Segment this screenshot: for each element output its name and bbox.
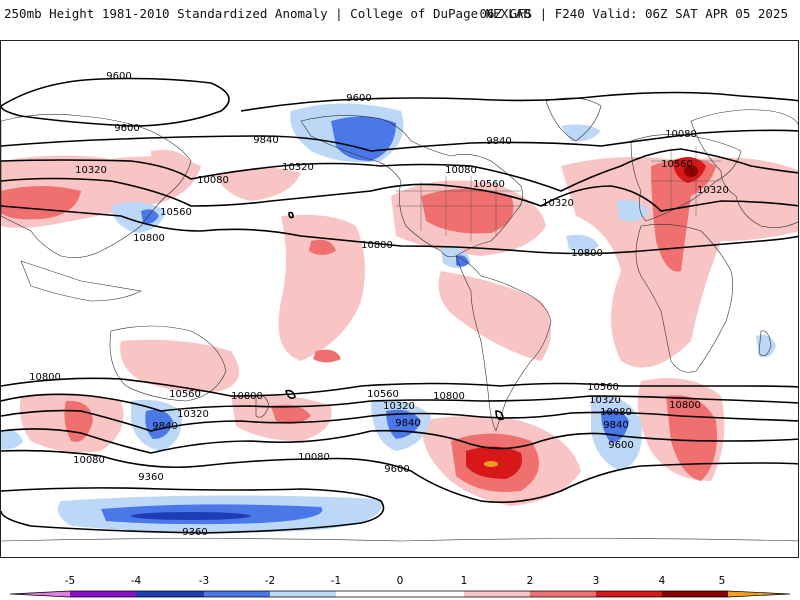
contour-label: 10320 <box>75 165 107 176</box>
colorbar-segment-neg2 <box>204 591 270 597</box>
height-contours <box>1 77 798 534</box>
map-panel: 9600 9600 9600 9840 9840 10080 10320 100… <box>0 40 799 558</box>
colorbar: -5 -4 -3 -2 -1 0 1 2 3 4 5 <box>9 575 791 598</box>
colorbar-segment-pos3 <box>596 591 662 597</box>
contour-label: 10800 <box>29 372 61 383</box>
coastlines <box>1 97 798 542</box>
contour-label: 10800 <box>433 391 465 402</box>
colorbar-segment-neg4 <box>70 591 136 597</box>
contour-label: 9840 <box>486 136 511 147</box>
colorbar-tick-label: -1 <box>331 575 341 587</box>
contour-label: 9600 <box>114 123 139 134</box>
contour-label: 10800 <box>669 400 701 411</box>
contour-label: 9840 <box>253 135 278 146</box>
contour-label: 10800 <box>361 240 393 251</box>
contour-label: 10560 <box>160 207 192 218</box>
contour-label: 10560 <box>661 159 693 170</box>
contour-label: 10080 <box>600 407 632 418</box>
contour-label: 10560 <box>587 382 619 393</box>
contour-label: 9360 <box>138 472 163 483</box>
contour-label: 10800 <box>571 248 603 259</box>
colorbar-tick-label: 0 <box>397 575 404 587</box>
contour-label: 9840 <box>395 418 420 429</box>
colorbar-tick-label: 4 <box>659 575 666 587</box>
contour-label: 10320 <box>589 395 621 406</box>
contour-label: 10320 <box>282 162 314 173</box>
contour-label: 9600 <box>106 71 131 82</box>
contour-label: 10320 <box>542 198 574 209</box>
colorbar-tick-label: 2 <box>527 575 534 587</box>
colorbar-tick-label: -2 <box>265 575 275 587</box>
colorbar-tick-label: 3 <box>593 575 600 587</box>
contour-label: 9600 <box>384 464 409 475</box>
colorbar-segments <box>9 590 791 598</box>
contour-label: 10800 <box>231 391 263 402</box>
colorbar-segment-neg1 <box>270 591 336 597</box>
contour-label: 10800 <box>133 233 165 244</box>
contour-label: 10080 <box>298 452 330 463</box>
contour-label: 9360 <box>182 527 207 538</box>
contour-label: 10560 <box>473 179 505 190</box>
colorbar-tick-label: -5 <box>65 575 75 587</box>
map-title: 250mb Height 1981-2010 Standardized Anom… <box>4 6 531 21</box>
colorbar-segment-neg3 <box>136 591 204 597</box>
contour-labels: 9600 9600 9600 9840 9840 10080 10320 100… <box>29 71 729 538</box>
contour-label: 10560 <box>367 389 399 400</box>
colorbar-ticks: -5 -4 -3 -2 -1 0 1 2 3 4 5 <box>65 575 726 587</box>
contour-label: 10320 <box>383 401 415 412</box>
colorbar-tick-label: -3 <box>199 575 209 587</box>
negative-anomaly-3sd <box>131 512 251 520</box>
contour-label: 10320 <box>697 185 729 196</box>
contour-label: 10080 <box>197 175 229 186</box>
colorbar-tick-label: 5 <box>719 575 726 587</box>
colorbar-segment-zero <box>336 591 464 597</box>
political-borders <box>396 146 721 241</box>
contour-label: 10080 <box>665 129 697 140</box>
contour-label: 9600 <box>608 440 633 451</box>
contour-label: 10080 <box>73 455 105 466</box>
contour-label: 10080 <box>445 165 477 176</box>
colorbar-segment-pos2 <box>530 591 596 597</box>
colorbar-segment-pos5 <box>728 591 790 597</box>
colorbar-segment-pos1 <box>464 591 530 597</box>
colorbar-tick-label: 1 <box>461 575 468 587</box>
colorbar-segment-neg5 <box>10 591 70 597</box>
contour-label: 9600 <box>346 93 371 104</box>
colorbar-segment-pos4 <box>662 591 728 597</box>
contour-label: 10320 <box>177 409 209 420</box>
run-valid-time: 06Z GFS | F240 Valid: 06Z SAT APR 05 202… <box>479 6 788 21</box>
contour-label: 9840 <box>152 421 177 432</box>
contour-label: 9840 <box>603 420 628 431</box>
colorbar-tick-label: -4 <box>131 575 142 587</box>
positive-anomaly-5sd <box>484 461 498 467</box>
contour-label: 10560 <box>169 389 201 400</box>
anomaly-map: 9600 9600 9600 9840 9840 10080 10320 100… <box>1 71 798 542</box>
positive-anomaly-4sd <box>684 165 698 177</box>
